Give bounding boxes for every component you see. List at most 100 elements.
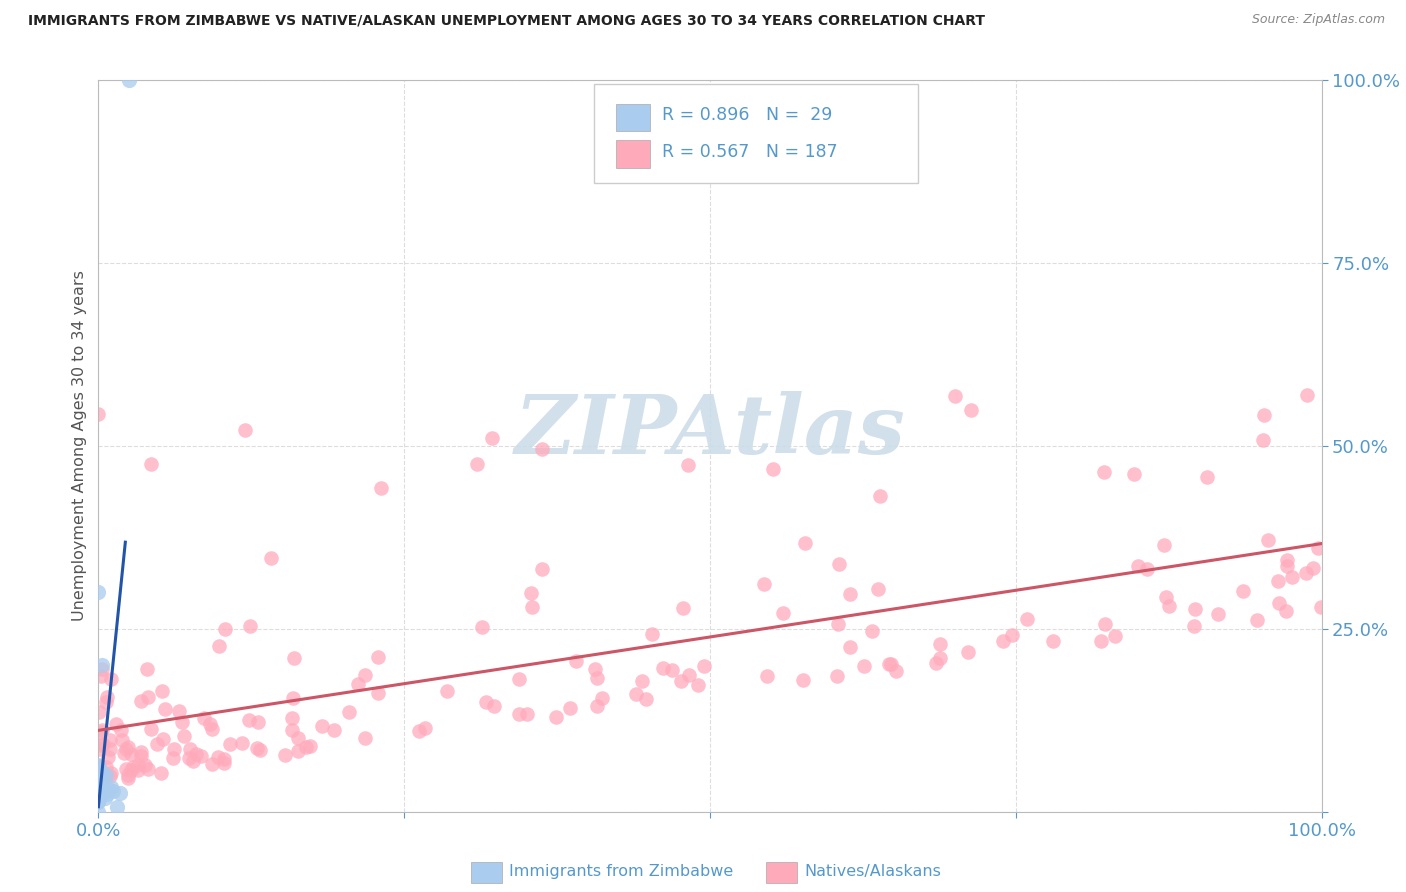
Point bbox=[246, 741, 269, 756]
Point bbox=[93, 790, 115, 805]
Point bbox=[860, 624, 883, 639]
Point bbox=[693, 659, 716, 673]
Point bbox=[110, 786, 132, 800]
Point bbox=[87, 759, 110, 773]
Point bbox=[1306, 541, 1329, 555]
Point bbox=[839, 587, 862, 601]
Point bbox=[652, 661, 675, 675]
Point bbox=[482, 698, 505, 713]
Point bbox=[1268, 596, 1291, 610]
Point bbox=[89, 775, 111, 789]
Point bbox=[630, 673, 652, 688]
Point bbox=[96, 690, 118, 705]
Point bbox=[87, 762, 110, 776]
Point bbox=[129, 745, 152, 759]
Point bbox=[100, 672, 122, 686]
Point bbox=[162, 751, 184, 765]
Point bbox=[1232, 584, 1254, 599]
Point bbox=[87, 407, 110, 421]
Point bbox=[122, 760, 145, 774]
Point bbox=[516, 706, 538, 721]
Point bbox=[153, 702, 176, 716]
Point bbox=[274, 747, 297, 762]
Point bbox=[91, 786, 114, 800]
Point bbox=[112, 746, 135, 760]
Point bbox=[117, 739, 139, 754]
Point bbox=[1042, 634, 1064, 648]
Point bbox=[100, 780, 122, 795]
Point bbox=[827, 558, 849, 572]
Point bbox=[193, 711, 215, 725]
Point bbox=[105, 800, 128, 814]
Point bbox=[287, 744, 309, 758]
Point bbox=[150, 684, 173, 698]
Point bbox=[238, 713, 260, 727]
Point bbox=[201, 757, 224, 772]
Text: R = 0.896   N =  29: R = 0.896 N = 29 bbox=[662, 106, 832, 124]
Point bbox=[87, 780, 110, 794]
Point bbox=[87, 758, 110, 772]
Point bbox=[838, 640, 860, 655]
Point bbox=[287, 731, 309, 746]
Point bbox=[1157, 599, 1180, 614]
Point bbox=[94, 768, 117, 782]
Point bbox=[93, 783, 115, 797]
Point bbox=[1104, 629, 1126, 643]
Point bbox=[170, 714, 193, 729]
Point bbox=[586, 699, 609, 714]
Point bbox=[110, 723, 132, 737]
Text: ZIPAtlas: ZIPAtlas bbox=[515, 392, 905, 471]
Point bbox=[87, 705, 110, 719]
Point bbox=[163, 742, 186, 756]
Point bbox=[87, 789, 110, 803]
Point bbox=[367, 685, 389, 699]
Point bbox=[367, 650, 389, 665]
Point bbox=[87, 778, 110, 792]
Point bbox=[129, 749, 152, 764]
Point bbox=[87, 759, 110, 773]
Point bbox=[886, 664, 908, 678]
Point bbox=[136, 762, 159, 776]
Point bbox=[167, 704, 190, 718]
Point bbox=[1195, 469, 1218, 483]
Point bbox=[413, 722, 436, 736]
Point bbox=[184, 747, 207, 761]
Point bbox=[90, 662, 112, 676]
Point bbox=[98, 732, 121, 747]
Point bbox=[183, 754, 205, 768]
FancyBboxPatch shape bbox=[593, 84, 918, 183]
Point bbox=[772, 606, 794, 620]
Point bbox=[173, 729, 195, 743]
FancyBboxPatch shape bbox=[616, 103, 650, 131]
Point bbox=[87, 585, 110, 599]
Point bbox=[91, 658, 114, 673]
Point bbox=[233, 423, 256, 437]
Point bbox=[129, 694, 152, 708]
Point bbox=[201, 722, 224, 736]
Point bbox=[1128, 559, 1150, 574]
Point bbox=[134, 758, 156, 772]
Point bbox=[190, 749, 212, 764]
Point bbox=[544, 710, 567, 724]
Point bbox=[280, 723, 302, 738]
Point bbox=[87, 783, 110, 797]
Point bbox=[90, 723, 112, 737]
Point bbox=[634, 691, 657, 706]
Point bbox=[347, 677, 370, 691]
Point bbox=[583, 662, 606, 676]
Point bbox=[104, 716, 127, 731]
Point bbox=[1253, 409, 1275, 423]
Point bbox=[591, 691, 613, 706]
Point bbox=[89, 766, 111, 780]
Point bbox=[756, 669, 779, 683]
Point bbox=[127, 758, 149, 772]
Point bbox=[827, 617, 849, 632]
Point bbox=[522, 599, 544, 614]
Point bbox=[214, 756, 236, 771]
Point bbox=[149, 765, 172, 780]
Point bbox=[231, 736, 253, 750]
Point bbox=[117, 771, 139, 785]
Point bbox=[943, 389, 966, 403]
Point bbox=[1092, 466, 1115, 480]
Point bbox=[87, 772, 110, 787]
